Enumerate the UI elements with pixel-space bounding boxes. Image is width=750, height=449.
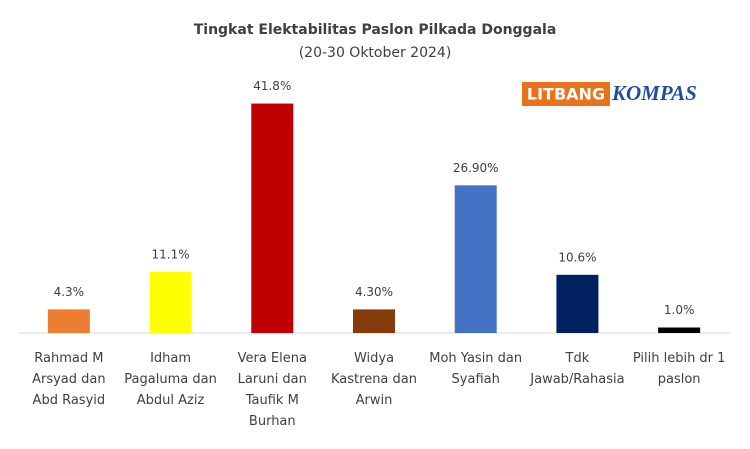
logo-right: KOMPAS	[611, 81, 697, 105]
bar	[353, 309, 395, 333]
bar	[251, 103, 294, 333]
x-tick-label: Moh Yasin dan Syafiah	[429, 351, 523, 387]
x-tick-label: Vera Elena Laruni dan Taufik M Burhan	[237, 351, 307, 429]
bar	[454, 185, 497, 333]
x-tick-label: Tdk Jawab/Rahasia	[530, 351, 625, 387]
logo-box	[522, 82, 610, 106]
bar	[658, 327, 701, 333]
x-tick-label: Idham Pagaluma dan Abdul Aziz	[124, 351, 217, 408]
value-label: 41.8%	[253, 79, 291, 93]
bar	[149, 272, 192, 333]
logo-left: LITBANG	[527, 85, 605, 104]
value-label: 1.0%	[664, 303, 695, 317]
value-label: 10.6%	[558, 250, 596, 264]
value-label: 4.30%	[355, 285, 393, 299]
value-label: 4.3%	[54, 285, 85, 299]
x-tick-label: Pilih lebih dr 1 paslon	[632, 351, 726, 387]
chart-subtitle: (20-30 Oktober 2024)	[299, 45, 452, 61]
bar	[556, 274, 599, 333]
chart-title: Tingkat Elektabilitas Paslon Pilkada Don…	[194, 22, 557, 38]
value-label: 26.90%	[453, 161, 499, 175]
x-tick-label: Widya Kastrena dan Arwin	[331, 351, 417, 408]
value-label: 11.1%	[152, 248, 190, 262]
bar	[47, 309, 90, 333]
x-tick-label: Rahmad M Arsyad dan Abd Rasyid	[32, 351, 106, 408]
